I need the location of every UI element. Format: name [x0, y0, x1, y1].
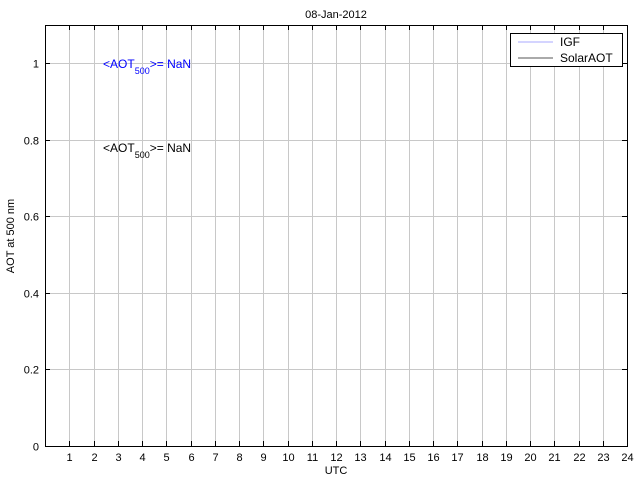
annotation-solaraot-mean: <AOT500>= NaN [103, 141, 191, 160]
x-tick-label: 13 [354, 452, 366, 464]
x-tick-label: 15 [403, 452, 415, 464]
x-tick-label: 12 [330, 452, 342, 464]
x-tick-label: 18 [476, 452, 488, 464]
legend-box [510, 33, 623, 67]
legend: IGF SolarAOT [510, 33, 623, 67]
y-tick-label: 1 [33, 59, 39, 71]
x-tick-label: 20 [524, 452, 536, 464]
x-tick-label: 3 [115, 452, 121, 464]
x-axis-label: UTC [325, 465, 348, 477]
ticks: 1 2 3 4 5 6 7 8 9 10 11 12 13 14 15 16 17 18 19 20 21 22 23 240… [24, 25, 634, 464]
x-tick-label: 14 [379, 452, 391, 464]
x-tick-label: 21 [548, 452, 560, 464]
y-tick-label: 0.6 [24, 212, 39, 224]
x-tick-label: 24 [621, 452, 633, 464]
x-tick-label: 1 [66, 452, 72, 464]
y-tick-label: 0.8 [24, 136, 39, 148]
y-axis-label: AOT at 500 nm [5, 199, 17, 273]
x-tick-label: 7 [212, 452, 218, 464]
x-tick-label: 2 [91, 452, 97, 464]
x-tick-label: 6 [188, 452, 194, 464]
x-tick-label: 9 [260, 452, 266, 464]
y-tick-label: 0.2 [24, 365, 39, 377]
x-tick-label: 10 [282, 452, 294, 464]
axes-box [45, 25, 628, 447]
x-tick-label: 16 [427, 452, 439, 464]
grid [45, 25, 628, 447]
x-tick-label: 11 [307, 452, 318, 464]
chart-title: 08-Jan-2012 [305, 9, 367, 21]
x-tick-label: 17 [451, 452, 463, 464]
y-tick-label: 0 [33, 442, 39, 454]
x-tick-label: 23 [597, 452, 609, 464]
x-tick-label: 8 [236, 452, 242, 464]
x-tick-label: 5 [163, 452, 169, 464]
x-tick-label: 22 [573, 452, 585, 464]
x-tick-label: 19 [500, 452, 512, 464]
annotation-igf-mean: <AOT500>= NaN [103, 57, 191, 76]
x-tick-label: 4 [139, 452, 145, 464]
y-tick-label: 0.4 [24, 289, 39, 301]
legend-label-igf: IGF [560, 35, 580, 49]
legend-label-solaraot: SolarAOT [560, 51, 613, 65]
